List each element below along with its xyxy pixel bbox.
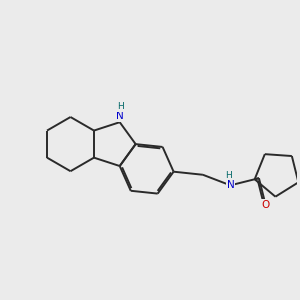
Text: O: O xyxy=(261,200,269,210)
Text: N: N xyxy=(116,111,124,121)
Text: N: N xyxy=(226,180,234,190)
Text: H: H xyxy=(226,170,232,179)
Text: H: H xyxy=(117,102,124,111)
